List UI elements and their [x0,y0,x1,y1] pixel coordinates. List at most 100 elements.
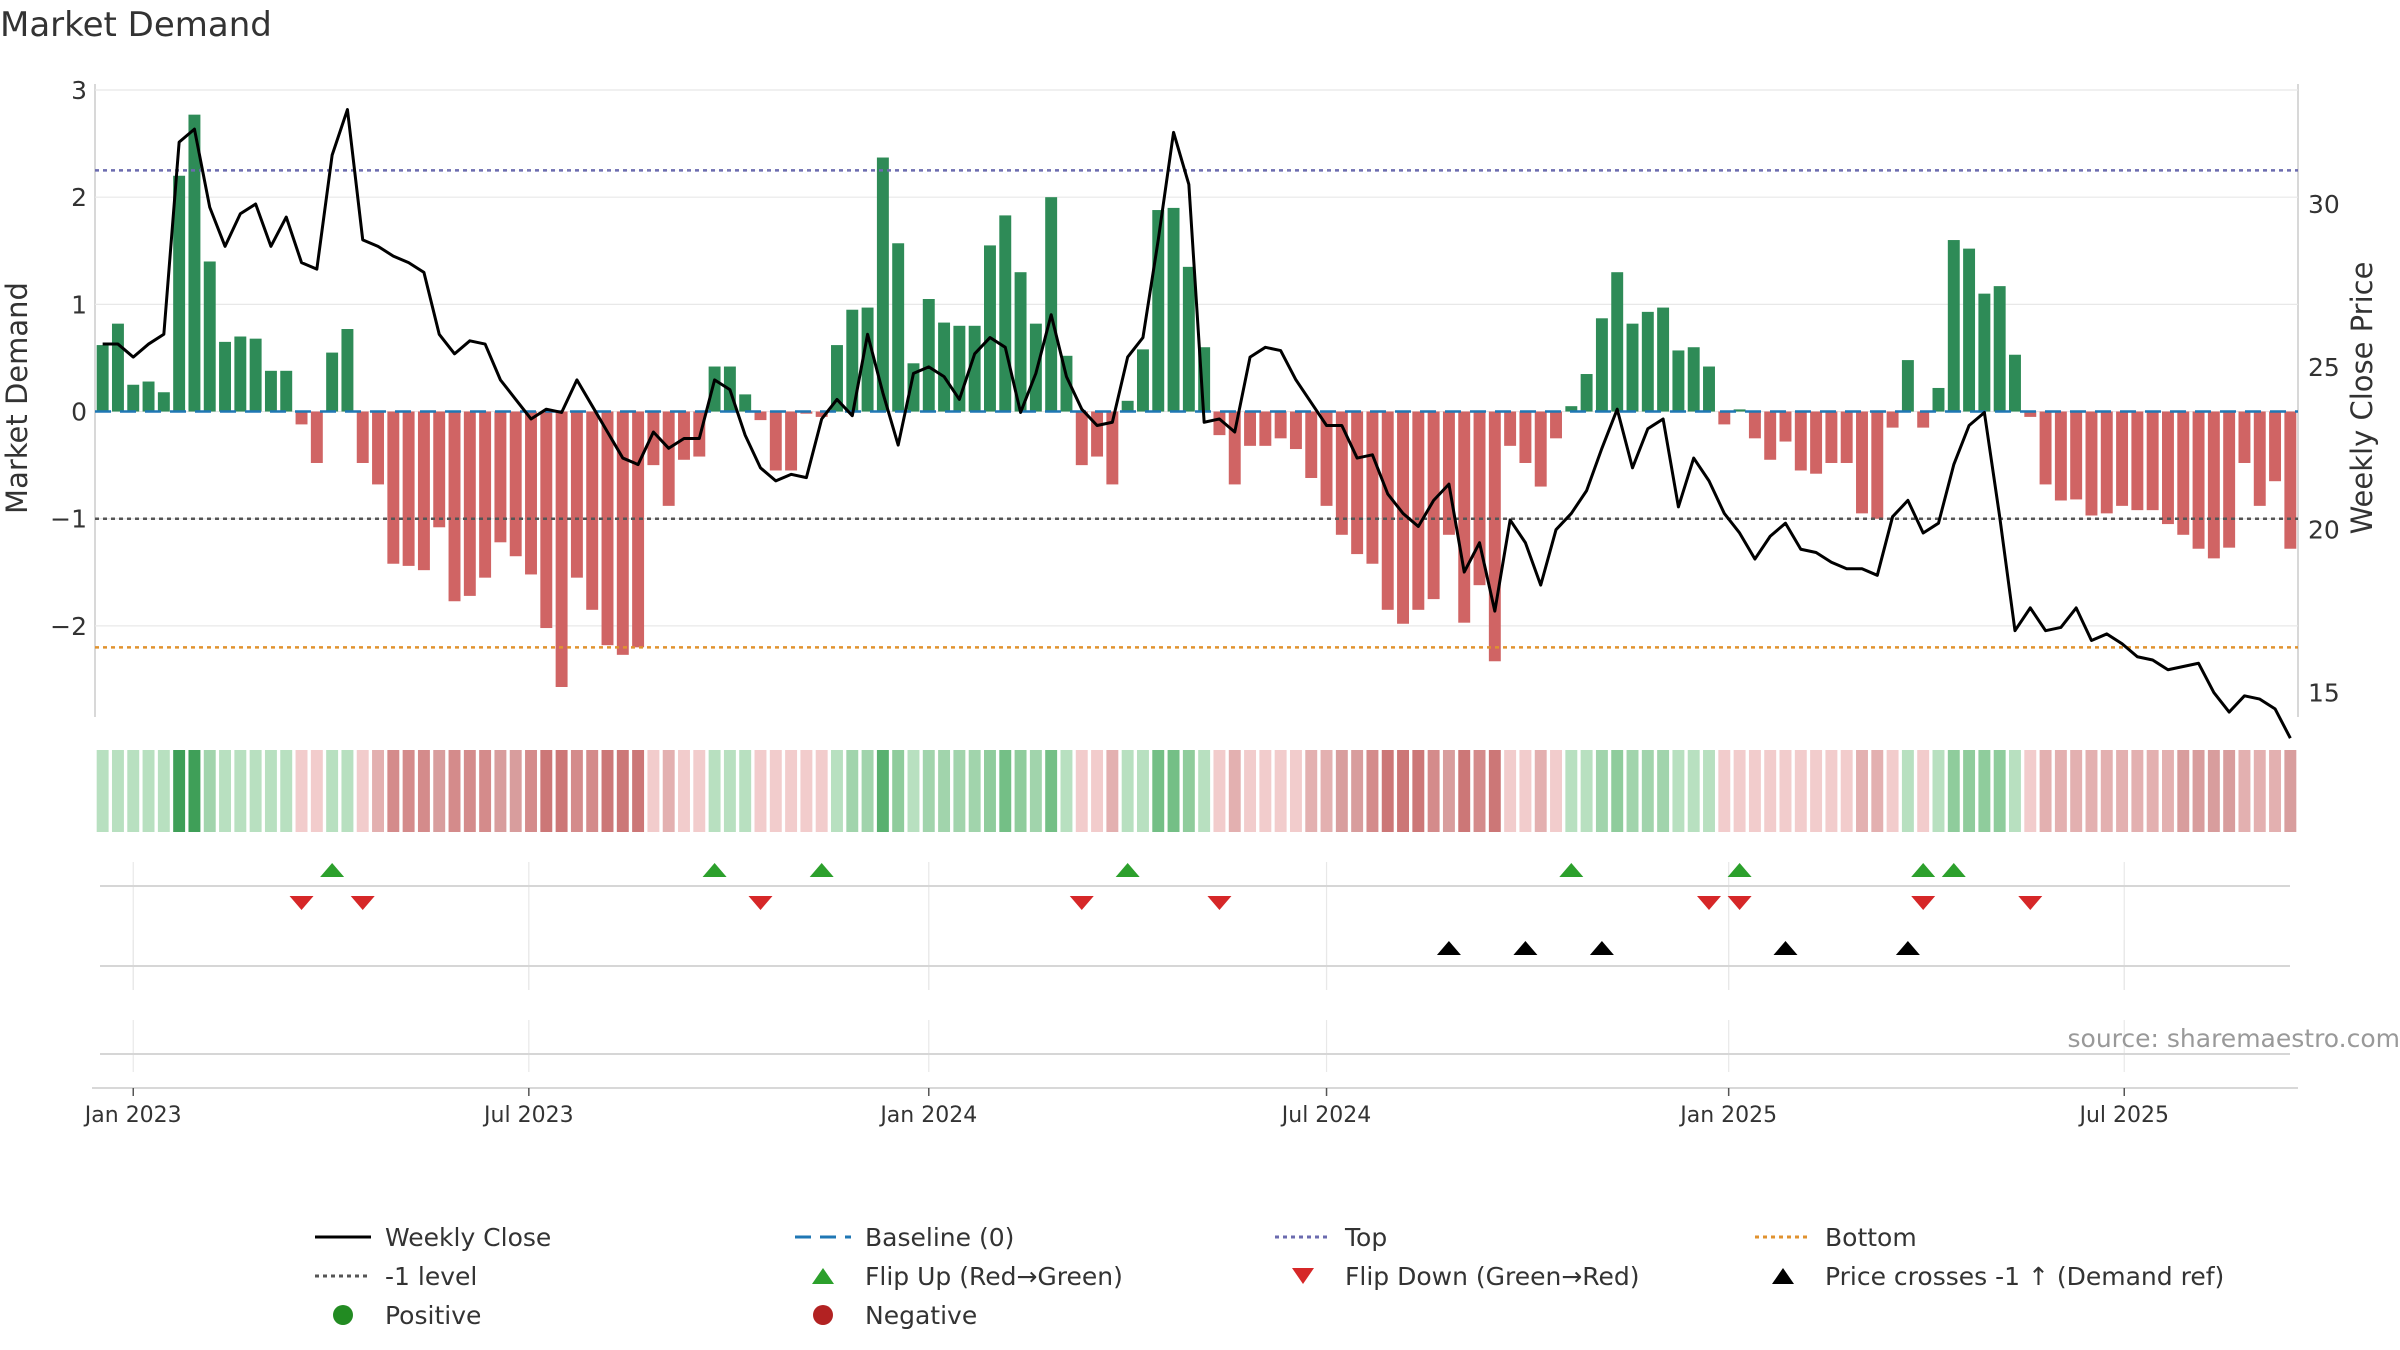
heatmap-cell [1550,750,1562,832]
demand-bar [448,411,461,602]
demand-bar [1244,411,1257,446]
flip-up-marker [1727,863,1752,877]
heatmap-cell [708,750,721,832]
heatmap-cell [1320,750,1333,832]
x-tick-label: Jul 2024 [1280,1103,1372,1128]
heatmap-cell [586,750,599,832]
demand-bar [708,366,721,412]
flip-up-marker [702,863,727,877]
demand-bar [1442,411,1455,535]
heatmap-cell [1289,750,1302,832]
x-tick-label: Jan 2025 [1678,1103,1777,1128]
heatmap-cell [800,750,813,832]
demand-bar [1320,411,1333,506]
heatmap-cell [280,750,293,832]
y-tick-label: 3 [71,76,87,105]
heatmap-cell [1274,750,1287,832]
demand-bar [341,329,354,412]
demand-bar [1504,411,1517,446]
heatmap-cell [1198,750,1211,832]
flip-down-marker [1207,896,1232,910]
demand-bar [2161,411,2174,525]
demand-bar [1764,411,1777,460]
heatmap-cell [295,750,308,832]
heatmap-cell [739,750,752,832]
demand-bar [876,157,889,412]
demand-bar [1060,355,1073,412]
demand-bar [356,411,369,463]
demand-bar [1014,272,1027,412]
demand-bar [372,411,384,485]
flip-down-marker [1911,896,1936,910]
heatmap-cell [494,750,507,832]
heatmap-cell [678,750,690,832]
heatmap-cell [1182,750,1195,832]
heatmap-cell [754,750,767,832]
heatmap-cell [1121,750,1134,832]
demand-bar [1794,411,1807,471]
heatmap-cell [2116,750,2129,832]
heatmap-cell [1733,750,1746,832]
demand-bar [2100,411,2113,514]
demand-bar [1856,411,1868,514]
demand-bar [127,384,140,412]
heatmap-cell [372,750,384,832]
heatmap-cell [1136,750,1149,832]
demand-bar [831,345,843,412]
demand-bar [1259,411,1272,446]
demand-bar [2054,411,2067,501]
heatmap-cell [1152,750,1165,832]
demand-bar [387,411,400,564]
demand-bar [647,411,660,466]
demand-bar [570,411,583,578]
heatmap-cell [448,750,461,832]
heatmap-cell [127,750,140,832]
heatmap-cell [1534,750,1547,832]
demand-bar [678,411,690,460]
y2-axis-label: Weekly Close Price [2345,262,2379,535]
flip-down-marker [2018,896,2043,910]
demand-bar [2070,411,2083,500]
right-y-tick-labels: 30 25 20 15 [2308,190,2340,708]
demand-bar [1121,400,1134,412]
price-cross-marker [1513,941,1538,955]
legend-label-flip-up: Flip Up (Red→Green) [865,1262,1123,1291]
heatmap-cell [1075,750,1088,832]
demand-bar [1595,318,1608,412]
heatmap-cell [1244,750,1257,832]
heatmap-cell [861,750,874,832]
flip-down-marker [1727,896,1752,910]
heatmap-cell [1381,750,1394,832]
heatmap-cell [2131,750,2144,832]
heatmap-cell [1794,750,1807,832]
demand-bar [2192,411,2205,549]
heatmap-cell [2009,750,2021,832]
heatmap-cell [356,750,369,832]
chart-title: Market Demand [0,5,272,45]
demand-bar [494,411,507,543]
demand-bar [509,411,522,557]
heatmap-cell [953,750,966,832]
heatmap-cell [249,750,262,832]
heatmap-cell [616,750,629,832]
heatmap-cell [509,750,522,832]
heatmap-cell [2207,750,2220,832]
heatmap-cell [1366,750,1379,832]
heatmap-cell [203,750,216,832]
heatmap-cell [1810,750,1823,832]
flip-down-marker [1069,896,1094,910]
heatmap-cell [876,750,889,832]
demand-bar [1932,387,1945,412]
heatmap-cell [1580,750,1593,832]
y-tick-label: −1 [50,505,87,534]
demand-bar [1672,350,1685,412]
demand-bar [739,394,752,412]
demand-bar [616,411,629,655]
heatmap-cell [1963,750,1976,832]
demand-bar [2207,411,2220,559]
demand-bar [1963,248,1976,412]
x-tick-label: Jul 2023 [482,1103,574,1128]
legend-label-top: Top [1344,1223,1387,1252]
demand-bar [417,411,430,571]
